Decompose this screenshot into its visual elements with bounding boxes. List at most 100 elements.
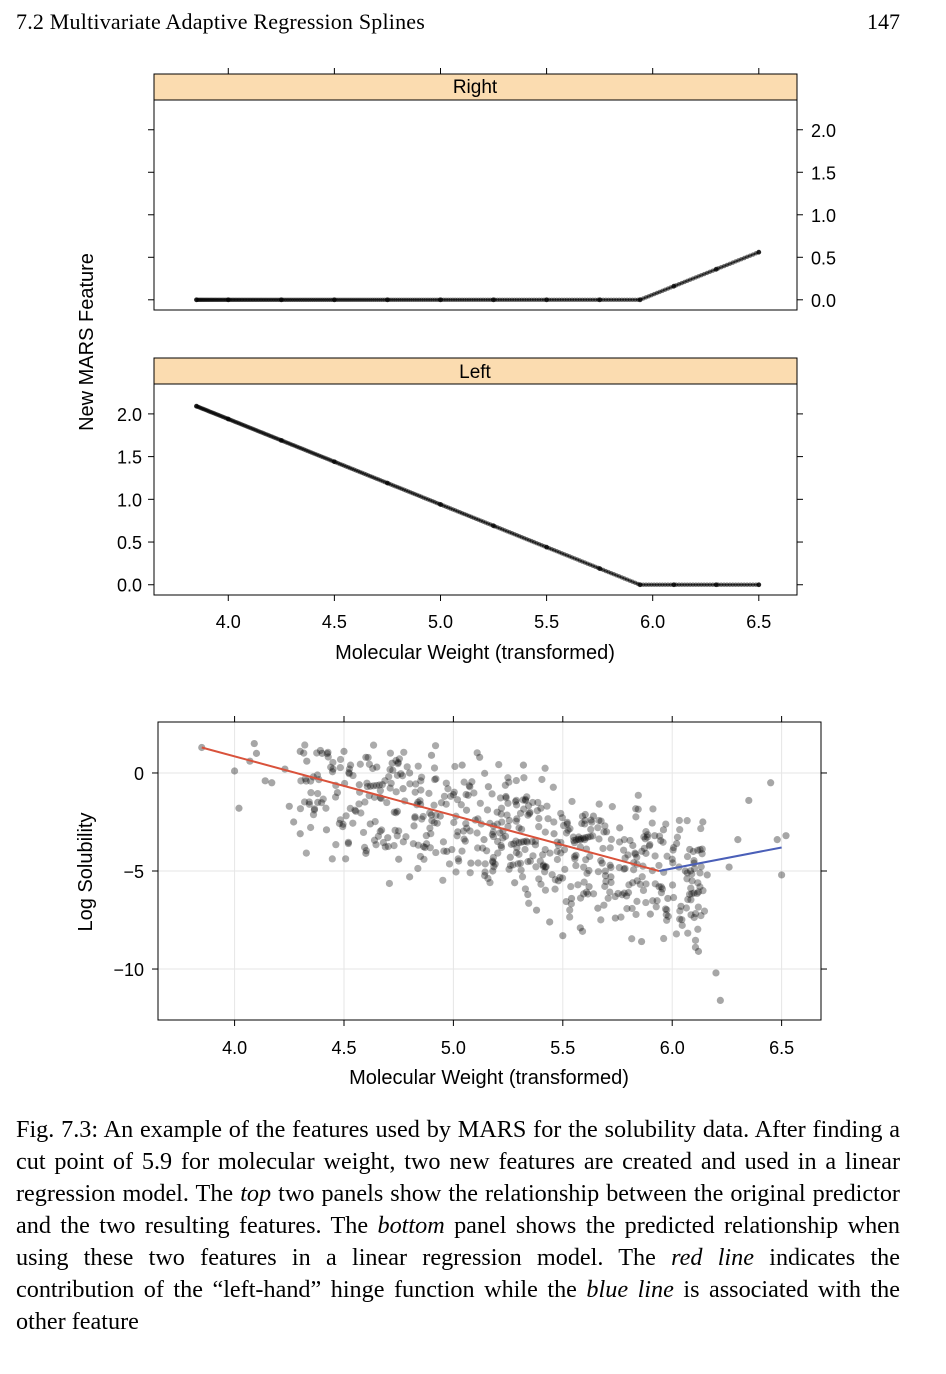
data-point	[663, 852, 671, 860]
data-point	[621, 864, 629, 873]
data-point	[339, 820, 347, 828]
data-point	[606, 888, 614, 896]
data-point	[697, 824, 705, 833]
data-point	[601, 872, 610, 880]
data-point	[597, 857, 605, 865]
data-point	[300, 749, 308, 757]
data-point	[398, 772, 407, 780]
data-point	[336, 816, 344, 824]
page-number: 147	[867, 9, 900, 34]
data-point	[607, 878, 615, 887]
data-point	[309, 811, 318, 819]
data-point	[440, 847, 448, 855]
data-point	[386, 765, 394, 774]
x-tick-label: 5.5	[534, 612, 559, 632]
data-point	[773, 836, 781, 844]
data-point	[385, 297, 390, 303]
data-point	[632, 805, 640, 813]
data-point	[459, 827, 468, 835]
data-point	[524, 811, 532, 819]
data-point	[225, 297, 231, 303]
scatter-panel: 4.0 4.5 5.0 5.5 6.0 6.5 0 −5 −10	[113, 716, 827, 1058]
data-point	[698, 845, 706, 853]
data-point	[419, 812, 427, 821]
data-point	[639, 886, 648, 895]
data-point	[676, 907, 684, 915]
data-point	[366, 782, 375, 790]
data-point	[381, 843, 389, 851]
data-point	[659, 838, 667, 846]
data-point	[230, 767, 239, 775]
data-point	[511, 798, 520, 806]
data-point	[467, 859, 475, 867]
data-point	[426, 824, 434, 832]
data-point	[362, 847, 370, 855]
data-point	[369, 764, 377, 773]
data-point	[694, 947, 703, 955]
data-point	[580, 878, 588, 886]
data-point	[336, 763, 344, 772]
data-point	[691, 936, 700, 944]
data-point	[520, 774, 528, 782]
panel-left-series	[194, 403, 762, 588]
data-point	[360, 843, 369, 851]
data-point	[553, 855, 562, 864]
data-point	[497, 804, 506, 812]
data-point	[633, 877, 641, 885]
data-point	[385, 879, 394, 888]
data-point	[620, 835, 628, 844]
data-point	[333, 788, 342, 797]
data-point	[393, 771, 401, 779]
data-point	[378, 826, 386, 834]
data-point	[314, 790, 322, 798]
data-point	[697, 912, 705, 920]
data-point	[455, 857, 463, 865]
data-point	[352, 807, 360, 815]
data-point	[697, 863, 705, 871]
data-point	[361, 798, 369, 806]
data-point	[483, 806, 492, 814]
data-point	[756, 249, 762, 255]
data-point	[480, 836, 488, 844]
data-point	[310, 806, 318, 814]
y-tick-label: −10	[113, 960, 144, 980]
data-point	[544, 815, 552, 823]
data-point	[541, 828, 549, 836]
data-point	[504, 774, 512, 782]
data-point	[473, 749, 481, 757]
data-point	[345, 765, 353, 773]
data-point	[406, 873, 414, 881]
data-point	[683, 875, 691, 883]
y-tick-label: 0.5	[811, 248, 836, 268]
data-point	[422, 832, 430, 840]
y-tick-label: 1.0	[811, 206, 836, 226]
data-point	[683, 852, 692, 861]
data-point	[453, 796, 462, 804]
data-point	[486, 879, 494, 887]
data-point	[376, 787, 384, 795]
data-point	[479, 844, 487, 852]
data-point	[595, 800, 603, 808]
data-point	[655, 861, 663, 870]
data-point	[606, 844, 614, 852]
data-point	[516, 809, 525, 817]
data-point	[553, 847, 561, 856]
data-point	[389, 766, 397, 774]
data-point	[631, 849, 639, 857]
data-point	[570, 853, 579, 861]
data-point	[369, 782, 378, 790]
data-point	[782, 832, 790, 840]
data-point	[462, 806, 471, 814]
data-point	[585, 883, 593, 891]
data-point	[366, 820, 374, 828]
data-point	[392, 788, 400, 796]
data-point	[493, 808, 501, 816]
data-point	[608, 803, 616, 811]
data-point	[317, 799, 326, 807]
data-point	[664, 894, 672, 903]
data-point	[385, 773, 393, 781]
panel-left-axes: 4.0 4.5 5.0 5.5 6.0 6.5 0.0 0.5 1.0 1.5 2.0	[117, 405, 803, 632]
data-point	[563, 818, 571, 826]
data-point	[551, 885, 559, 893]
data-point	[427, 751, 436, 759]
